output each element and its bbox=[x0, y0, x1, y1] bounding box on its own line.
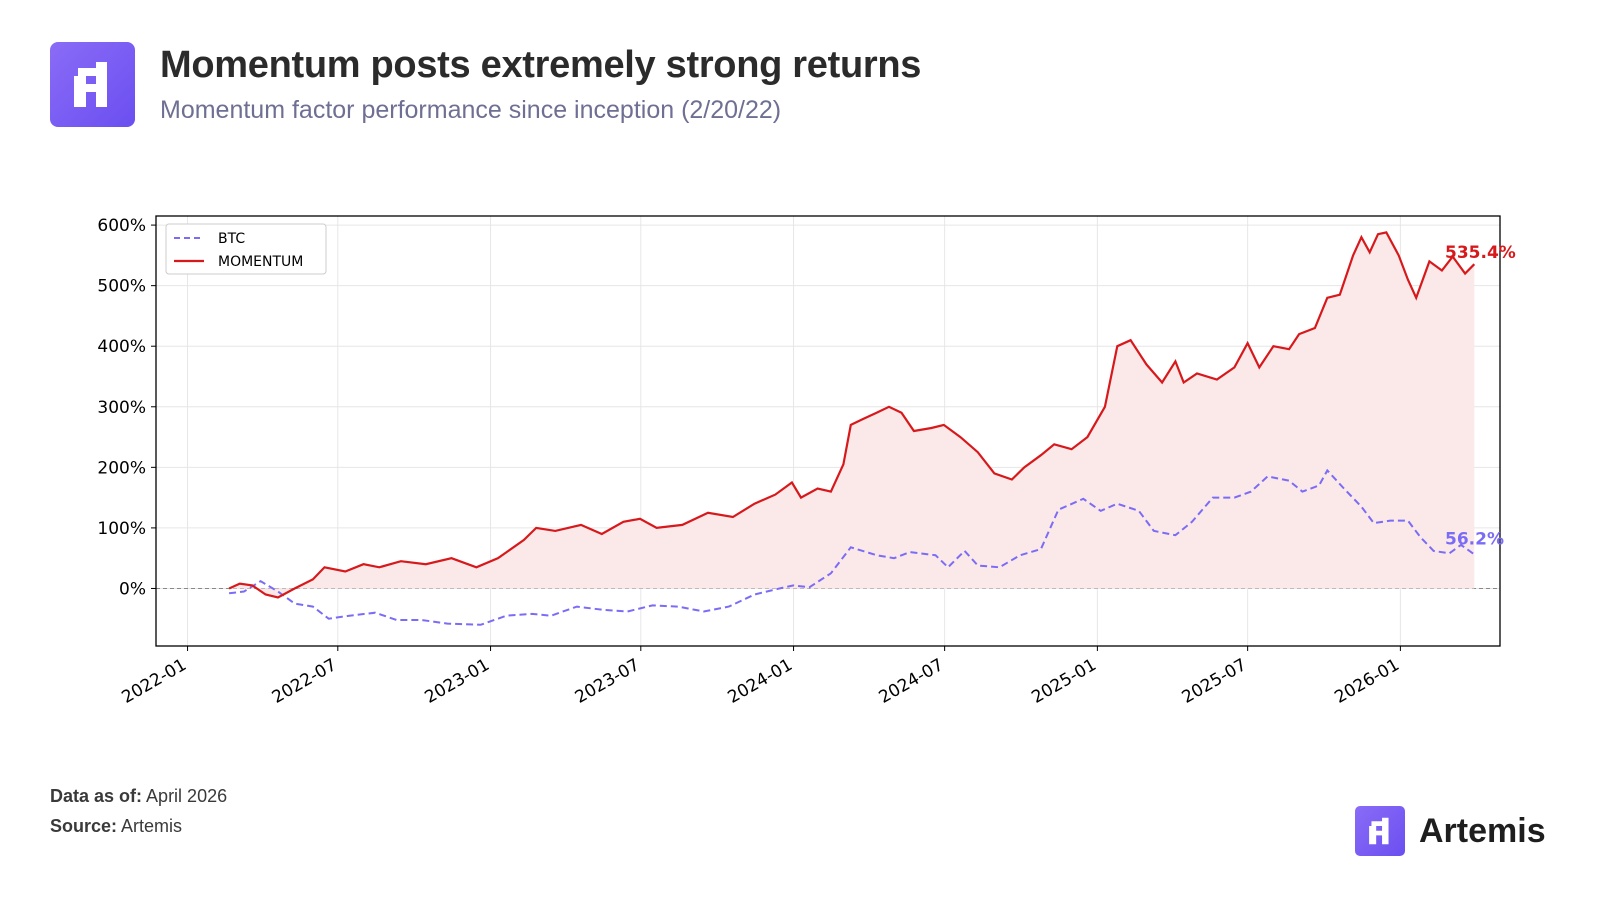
y-tick-label: 600% bbox=[97, 216, 146, 236]
btc-end-label: 56.2% bbox=[1445, 529, 1504, 549]
brand-name: Artemis bbox=[1419, 811, 1546, 850]
legend-momentum-label: MOMENTUM bbox=[218, 254, 303, 270]
x-tick-label: 2022-01 bbox=[119, 655, 191, 708]
data-as-of-label: Data as of: bbox=[50, 786, 143, 806]
x-tick-label: 2024-01 bbox=[725, 655, 797, 708]
y-tick-label: 100% bbox=[97, 519, 146, 539]
artemis-logo bbox=[50, 42, 135, 127]
x-tick-label: 2024-07 bbox=[876, 655, 948, 708]
source-value: Artemis bbox=[121, 816, 183, 836]
y-tick-label: 500% bbox=[97, 277, 146, 297]
momentum-end-label: 535.4% bbox=[1445, 243, 1516, 263]
legend-btc-label: BTC bbox=[218, 231, 245, 247]
y-tick-label: 200% bbox=[97, 458, 146, 478]
x-tick-label: 2025-01 bbox=[1028, 655, 1100, 708]
y-tick-label: 400% bbox=[97, 337, 146, 357]
x-tick-label: 2025-07 bbox=[1179, 655, 1251, 708]
brand-logo-icon bbox=[1355, 806, 1405, 856]
data-as-of: Data as of: April 2026 bbox=[50, 786, 227, 807]
data-as-of-value: April 2026 bbox=[146, 786, 228, 806]
source-label: Source: bbox=[50, 816, 118, 836]
plot-frame bbox=[155, 215, 1501, 647]
x-tick-label: 2026-01 bbox=[1331, 655, 1403, 708]
source: Source: Artemis bbox=[50, 816, 182, 837]
legend-box bbox=[165, 223, 327, 275]
x-tick-label: 2022-07 bbox=[269, 655, 341, 708]
momentum-series-line bbox=[228, 231, 1476, 599]
artemis-logo-icon bbox=[74, 62, 107, 107]
y-tick-label: 0% bbox=[119, 579, 146, 599]
page-title: Momentum posts extremely strong returns bbox=[160, 44, 922, 86]
line-chart: 0% 100% 200% 300% 400% 500% 600% 2022-01 2022-07… bbox=[97, 215, 1516, 708]
page-subtitle: Momentum factor performance since incept… bbox=[160, 96, 782, 124]
x-tick-label: 2023-07 bbox=[572, 655, 644, 708]
x-tick-label: 2023-01 bbox=[422, 655, 494, 708]
btc-series-line bbox=[228, 468, 1475, 626]
momentum-area-fill bbox=[229, 232, 1475, 598]
y-tick-label: 300% bbox=[97, 398, 146, 418]
brand: Artemis bbox=[1355, 806, 1546, 856]
